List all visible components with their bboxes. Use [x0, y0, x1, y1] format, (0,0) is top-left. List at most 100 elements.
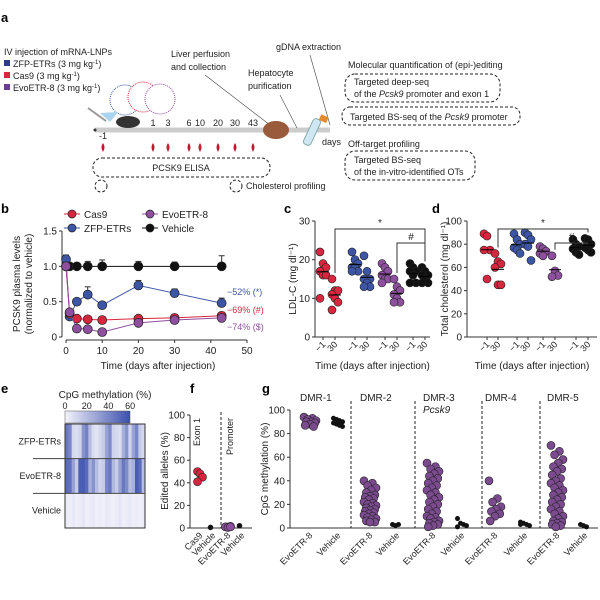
significance-label: # — [569, 232, 575, 243]
x-axis-label: Time (days after injection) — [475, 361, 590, 372]
data-point — [490, 263, 500, 272]
data-point-Vehicle — [82, 261, 93, 272]
region-label: DMR-3 — [423, 393, 455, 404]
significance-bracket — [396, 242, 425, 273]
data-point — [347, 266, 357, 276]
heatmap-cell — [78, 458, 82, 494]
series-annotation: −69% (#) — [227, 305, 264, 315]
x-tick-label: 20 — [133, 346, 145, 357]
heatmap-cell — [111, 493, 116, 528]
elisa-label: PCSK9 ELISA — [152, 163, 210, 173]
y-axis-label: (normalized to vehicle) — [24, 234, 35, 335]
heatmap-cell — [101, 458, 106, 494]
heatmap-cell — [141, 458, 146, 494]
data-point — [389, 274, 399, 284]
heatmap-cell — [125, 493, 129, 528]
syringe-beam-icon — [100, 112, 118, 122]
heatmap-cell — [81, 458, 86, 494]
data-point — [395, 286, 405, 295]
data-point-EvoETR-8 — [72, 323, 82, 334]
data-point-evoetr — [488, 497, 497, 507]
x-tick-label: 30 — [518, 339, 532, 353]
significance-label: # — [408, 232, 414, 243]
panel-label-a: a — [1, 10, 9, 25]
blood-drop-icon — [233, 143, 237, 152]
significance-label: * — [541, 218, 545, 229]
x-tick-label: 30 — [387, 339, 401, 353]
data-point — [207, 524, 214, 531]
heatmap-cell — [101, 493, 106, 528]
data-point — [315, 247, 325, 257]
heatmap-cell — [125, 458, 129, 494]
legend-swatch — [4, 72, 10, 78]
x-tick-label: 30 — [169, 346, 181, 357]
heatmap-cell — [105, 424, 109, 459]
panel-label-g: g — [262, 381, 270, 396]
legend-item: EvoETR-8 (3 mg kg-1) — [13, 83, 100, 93]
box1-line1: Targeted deep-seq — [354, 77, 429, 87]
legend-label: ZFP-ETRs — [84, 224, 131, 235]
significance-bracket — [497, 228, 589, 248]
legend-label: Cas9 — [84, 210, 108, 221]
data-point — [496, 280, 506, 290]
panel-label-b: b — [1, 201, 9, 216]
data-point — [389, 297, 399, 307]
heatmap-cell — [95, 493, 99, 528]
data-point-evoetr — [309, 422, 318, 431]
legend-marker — [67, 223, 77, 233]
heatmap-cell — [108, 493, 112, 528]
y-tick-label: 1.0 — [43, 262, 57, 273]
data-point-vehicle — [527, 523, 532, 529]
heatmap-cell — [75, 424, 79, 459]
data-point — [405, 278, 415, 288]
timeline-start — [93, 128, 97, 132]
x-axis-label: Time (days after injection) — [315, 361, 430, 372]
heatmap-cell — [131, 424, 136, 459]
colorbar-title: CpG methylation (%) — [59, 390, 152, 401]
data-point — [547, 272, 557, 281]
heatmap-cell — [101, 424, 106, 459]
data-point — [359, 282, 369, 292]
y-tick-label: 30 — [299, 217, 311, 228]
data-point-ZFP-ETRs — [133, 280, 144, 291]
legend-label: Vehicle — [162, 224, 195, 235]
box3-line2: of the in-vitro-identified OTs — [354, 167, 464, 177]
data-point-evoetr — [550, 450, 559, 460]
y-tick-label: 80 — [451, 240, 463, 251]
y-axis-label: Edited alleles (%) — [160, 432, 171, 510]
legend-text: ZFP-ETRs (3 mg kg — [13, 59, 93, 69]
heatmap-cell — [105, 458, 109, 494]
heatmap-cell — [121, 493, 126, 528]
data-point-ZFP-ETRs — [216, 298, 227, 308]
heatmap-cell — [135, 458, 139, 494]
colorbar-tick-label: 0 — [62, 401, 67, 411]
bsseq-box — [341, 106, 521, 126]
y-tick-label: 80 — [174, 433, 186, 444]
series-annotation: −74% ($) — [227, 322, 264, 332]
y-tick-label: 10 — [299, 294, 311, 305]
heatmap-cell — [141, 424, 146, 459]
day-label: 6 — [186, 118, 191, 128]
data-point — [347, 247, 357, 257]
row-label: ZFP-ETRs — [19, 436, 62, 446]
y-tick-label: 1.5 — [43, 227, 57, 238]
data-point — [226, 522, 235, 532]
heatmap-cell — [141, 493, 146, 528]
heatmap-cell — [81, 493, 86, 528]
heatmap-cell — [121, 424, 126, 459]
tube-icon — [302, 114, 329, 146]
x-tick-label: 30 — [325, 339, 339, 353]
pointer-line — [309, 54, 331, 126]
cholesterol-circle — [229, 179, 243, 193]
region-label: DMR-5 — [547, 393, 579, 404]
heatmap-cell — [135, 493, 139, 528]
section-label: Promoter — [225, 418, 235, 455]
legend-swatch — [4, 84, 10, 90]
data-point-evoetr — [484, 476, 494, 486]
heatmap-cell — [118, 424, 122, 459]
colorbar-tick-label: 60 — [125, 401, 135, 411]
heatmap-cell — [135, 424, 139, 459]
x-tick-label: EvoETR-8 — [463, 530, 499, 566]
